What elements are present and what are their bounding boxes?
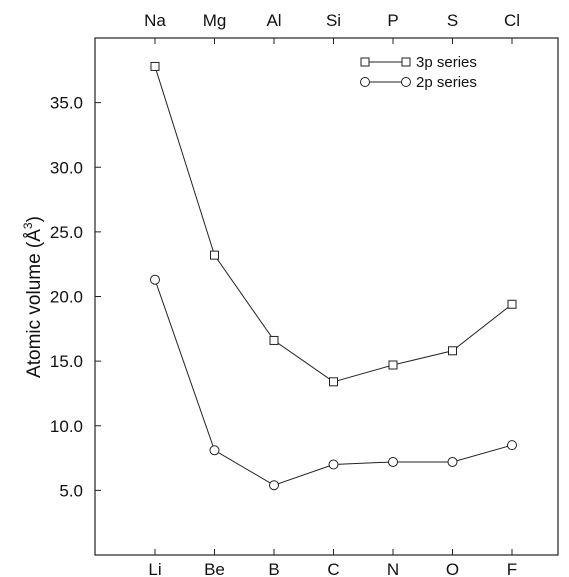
- series-2p: [150, 274, 517, 491]
- x-tick-label-bottom: Li: [148, 560, 161, 577]
- legend-entry: 2p series: [360, 74, 477, 91]
- legend-entry: 3p series: [360, 54, 477, 71]
- legend-marker-start: [360, 57, 370, 67]
- x-tick-label-top: P: [387, 11, 398, 30]
- legend-marker-end: [401, 57, 411, 67]
- legend-label: 3p series: [416, 54, 477, 71]
- x-tick-label-bottom: O: [446, 560, 459, 577]
- plot-frame: [94, 37, 559, 556]
- series-line: [154, 66, 513, 383]
- x-tick-label-top: Al: [266, 11, 281, 30]
- x-tick-label-top: Na: [144, 11, 166, 30]
- x-tick-label-bottom: B: [268, 560, 279, 577]
- y-axis-title-superscript: 3: [21, 222, 35, 229]
- x-tick-label-top: Cl: [504, 11, 520, 30]
- series-layer: [150, 61, 517, 491]
- y-axis-title-close: ): [24, 216, 45, 222]
- y-tick-label: 25.0: [50, 223, 83, 242]
- legend-label: 2p series: [416, 74, 477, 91]
- data-point: [448, 346, 457, 356]
- y-tick-label: 30.0: [50, 158, 83, 177]
- data-point: [328, 459, 339, 470]
- data-point: [329, 377, 338, 387]
- x-axis-top: Na Mg Al Si P S Cl: [144, 11, 520, 44]
- data-point: [388, 360, 398, 370]
- data-point: [507, 299, 517, 309]
- data-point: [150, 274, 160, 285]
- legend: 3p series 2p series: [360, 54, 477, 91]
- y-tick-label: 15.0: [50, 352, 83, 371]
- x-tick-label-top: Mg: [203, 11, 227, 30]
- data-point: [209, 445, 220, 456]
- x-tick-label-top: Si: [326, 11, 341, 30]
- legend-marker-end: [401, 77, 411, 87]
- x-tick-label-top: S: [447, 11, 458, 30]
- y-tick-label: 20.0: [50, 288, 83, 307]
- data-point: [210, 250, 219, 260]
- y-tick-label: 10.0: [50, 417, 83, 436]
- y-axis: 5.0 10.0 15.0 20.0 25.0 30.0 35.0: [50, 94, 101, 500]
- legend-marker-start: [360, 77, 370, 87]
- series-3p: [150, 61, 517, 387]
- data-point: [447, 456, 458, 467]
- data-point: [150, 61, 160, 71]
- y-axis-title-text: Atomic volume (Å: [24, 229, 45, 378]
- x-axis-bottom: Li Be B C N O F: [148, 549, 517, 577]
- y-tick-label: 35.0: [50, 94, 83, 113]
- data-point: [388, 456, 398, 467]
- y-tick-label: 5.0: [59, 481, 83, 500]
- data-point: [507, 440, 517, 451]
- x-tick-label-bottom: C: [327, 560, 339, 577]
- data-point: [269, 335, 279, 345]
- x-tick-label-bottom: F: [507, 560, 517, 577]
- data-point: [269, 480, 279, 491]
- y-axis-title: Atomic volume (Å3): [21, 216, 45, 378]
- x-tick-label-bottom: Be: [204, 560, 225, 577]
- x-tick-label-bottom: N: [387, 560, 399, 577]
